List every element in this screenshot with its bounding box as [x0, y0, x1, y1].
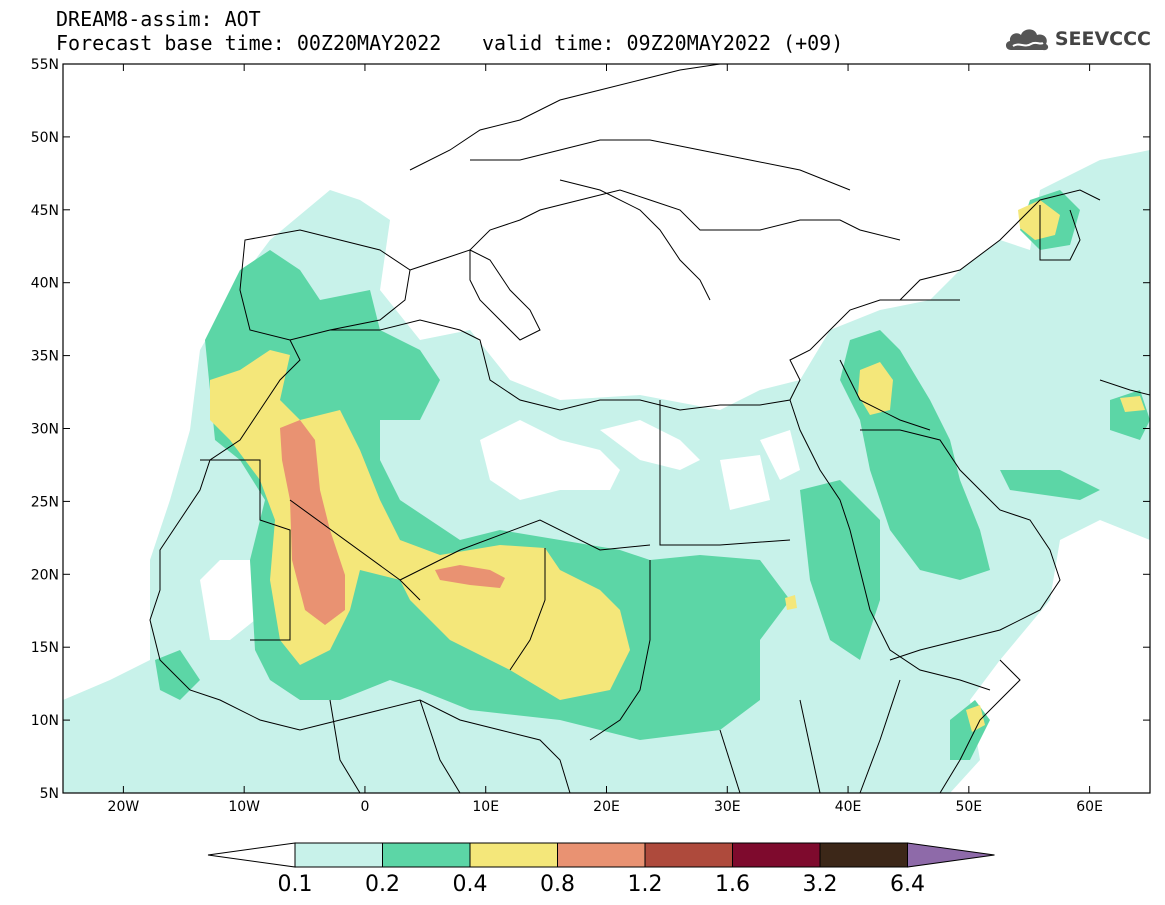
colorbar-level-label: 0.4: [453, 872, 488, 897]
colorbar-level-label: 6.4: [890, 872, 925, 897]
colorbar-level-label: 1.6: [715, 872, 750, 897]
valid-time: valid time: 09Z20MAY2022 (+09): [482, 31, 844, 55]
colorbar-swatch: [557, 842, 646, 868]
colorbar-level-label: 0.2: [365, 872, 400, 897]
colorbar: 0.1 0.2 0.4 0.8 1.2 1.6 3.2 6.4: [207, 842, 995, 897]
aot-holes: [63, 420, 800, 793]
lon-tick-label: 50E: [955, 799, 982, 815]
lat-tick-label: 5N: [40, 786, 59, 802]
lat-tick-label: 10N: [31, 713, 59, 729]
lon-tick-label: 10E: [472, 799, 499, 815]
colorbar-swatch: [644, 842, 733, 868]
seevccc-logo: SEEVCCC: [1003, 24, 1151, 54]
lat-tick-label: 20N: [31, 567, 59, 583]
colorbar-swatch: [732, 842, 821, 868]
lon-tick-label: 10W: [228, 799, 260, 815]
lon-tick-label: 30E: [714, 799, 741, 815]
lat-tick-label: 30N: [31, 422, 59, 438]
colorbar-level-label: 0.8: [540, 872, 575, 897]
cloud-icon: [1005, 29, 1048, 51]
colorbar-under-arrow: [207, 842, 296, 868]
country-borders: [149, 64, 1150, 793]
lat-tick-label: 40N: [31, 276, 59, 292]
lat-tick-label: 15N: [31, 640, 59, 656]
colorbar-swatch: [382, 842, 471, 868]
lon-tick-label: 0: [360, 799, 369, 815]
aot-fields: [63, 150, 1150, 793]
lat-tick-label: 35N: [31, 349, 59, 365]
colorbar-swatch: [819, 842, 908, 868]
logo-text: SEEVCCC: [1054, 28, 1151, 50]
axis-ticks: 20W 10W 0 10E 20E 30E 40E 50E 60E 5N 10N 15N 20N 25N 3…: [31, 57, 1150, 815]
colorbar-over-arrow: [907, 842, 995, 868]
lat-tick-label: 55N: [31, 57, 59, 73]
lon-tick-label: 20E: [593, 799, 620, 815]
lon-tick-label: 20W: [108, 799, 140, 815]
lat-tick-label: 50N: [31, 130, 59, 146]
lon-tick-label: 60E: [1076, 799, 1103, 815]
lat-tick-label: 45N: [31, 203, 59, 219]
colorbar-swatch: [469, 842, 558, 868]
colorbar-level-label: 3.2: [803, 872, 838, 897]
map-title: DREAM8-assim: AOT: [56, 7, 261, 31]
forecast-base-time: Forecast base time: 00Z20MAY2022: [56, 31, 442, 55]
aot-level-0-8: [280, 420, 505, 625]
lat-tick-label: 25N: [31, 494, 59, 510]
colorbar-level-label: 1.2: [628, 872, 663, 897]
colorbar-level-label: 0.1: [278, 872, 313, 897]
colorbar-swatch: [294, 842, 383, 868]
lon-tick-label: 40E: [835, 799, 862, 815]
